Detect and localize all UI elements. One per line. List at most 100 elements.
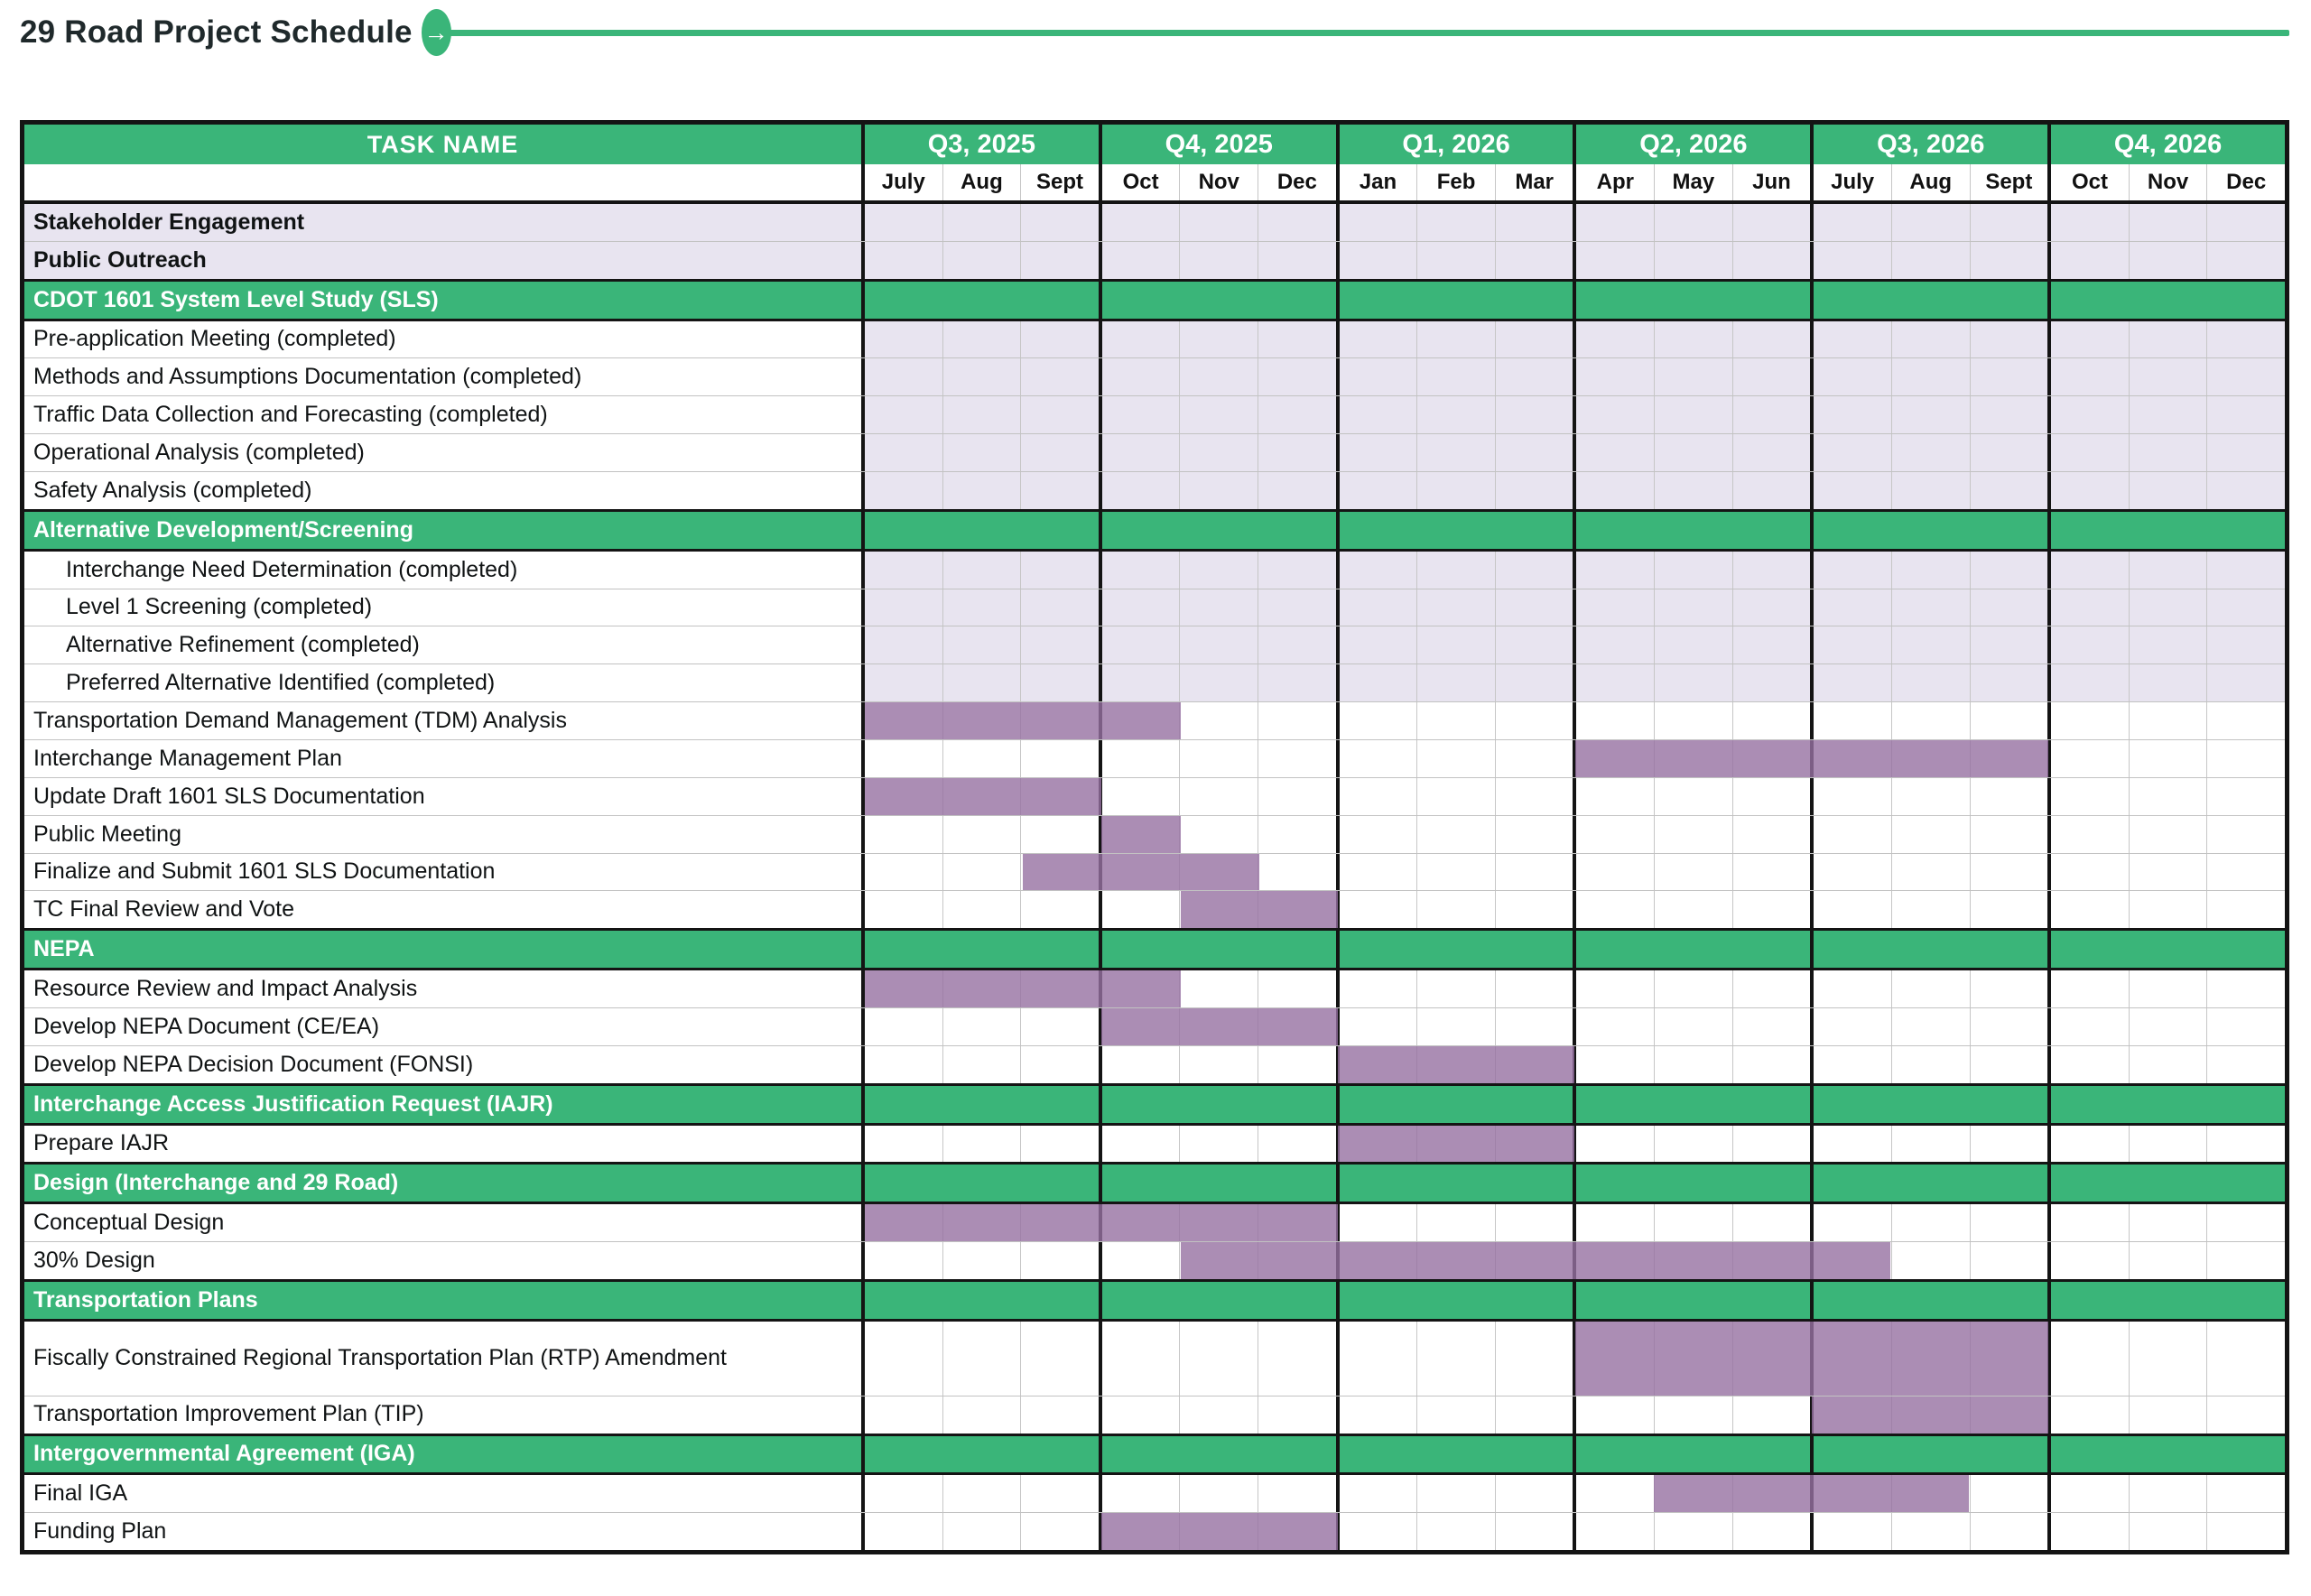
month-cell — [1732, 472, 1814, 509]
month-cell — [1102, 1396, 1181, 1434]
gantt-bar — [1574, 1321, 2048, 1396]
month-cell — [1576, 1008, 1656, 1045]
month-header: Feb — [1417, 164, 1496, 200]
month-cell — [1655, 241, 1733, 279]
timeline — [865, 589, 2285, 626]
month-cell — [1340, 815, 1418, 853]
month-cell — [1732, 626, 1814, 664]
month-cell — [1258, 1045, 1340, 1083]
month-cell — [1891, 358, 1971, 396]
month-cell — [1576, 396, 1656, 434]
month-cell — [1102, 777, 1181, 815]
month-cell — [1733, 702, 1814, 740]
month-header: Sept — [1971, 164, 2052, 200]
month-cell — [1814, 241, 1892, 279]
month-cell — [1258, 241, 1340, 279]
month-cell — [1417, 777, 1496, 815]
month-cell — [1101, 626, 1181, 664]
month-cell — [1576, 551, 1656, 589]
month-cell — [2130, 702, 2208, 740]
month-cell — [1576, 815, 1656, 853]
month-cell — [1655, 853, 1733, 891]
month-cell — [1021, 931, 1102, 969]
month-cell — [1970, 358, 2052, 396]
month-header: Oct — [2051, 164, 2130, 200]
month-cell — [1417, 853, 1496, 891]
section-label: CDOT 1601 System Level Study (SLS) — [24, 281, 865, 319]
month-cell — [2130, 1165, 2208, 1202]
month-cell — [1971, 815, 2052, 853]
month-cell — [1891, 241, 1971, 279]
timeline — [865, 281, 2285, 319]
month-cell — [1340, 970, 1418, 1008]
month-cell — [1971, 511, 2052, 549]
month-cell — [865, 1242, 943, 1280]
month-cell — [1102, 282, 1181, 319]
gantt-bar — [865, 970, 1181, 1008]
month-cell — [1417, 241, 1496, 279]
month-cell — [1814, 626, 1892, 664]
month-cell — [1655, 551, 1733, 589]
task-row: Prepare IAJR — [24, 1122, 2285, 1163]
month-cell — [1892, 777, 1971, 815]
month-cell — [1733, 815, 1814, 853]
month-cell — [943, 1475, 1022, 1513]
month-cell — [2207, 891, 2285, 928]
month-cell — [2207, 1396, 2285, 1434]
month-cell — [1732, 204, 1814, 241]
task-row: Conceptual Design — [24, 1202, 2285, 1242]
month-cell — [865, 1008, 943, 1045]
month-cell — [2051, 853, 2130, 891]
month-cell — [1339, 664, 1418, 702]
month-cell — [1258, 740, 1340, 777]
month-cell — [1971, 1475, 2052, 1513]
task-row: Pre-application Meeting (completed) — [24, 318, 2285, 358]
month-cell — [1892, 512, 1971, 549]
month-cell — [1495, 664, 1577, 702]
task-row: Resource Review and Impact Analysis — [24, 968, 2285, 1008]
task-label: Operational Analysis (completed) — [24, 434, 865, 472]
task-name-header-spacer — [24, 164, 865, 200]
section-label: Transportation Plans — [24, 1282, 865, 1319]
month-cell — [1655, 1204, 1733, 1242]
month-cell — [2051, 1321, 2130, 1396]
timeline — [865, 970, 2285, 1008]
month-cell — [1495, 589, 1577, 626]
timeline — [865, 511, 2285, 549]
month-cell — [1180, 472, 1259, 509]
month-cell — [1576, 241, 1656, 279]
month-cell — [865, 815, 943, 853]
task-row: Interchange Need Determination (complete… — [24, 548, 2285, 589]
month-cell — [1814, 472, 1892, 509]
month-cell — [1496, 853, 1577, 891]
month-cell — [1576, 931, 1655, 968]
task-row: Traffic Data Collection and Forecasting … — [24, 395, 2285, 434]
task-row: Operational Analysis (completed) — [24, 433, 2285, 472]
month-cell — [1814, 815, 1892, 853]
month-cell — [1021, 1282, 1102, 1319]
month-cell — [1496, 1513, 1577, 1551]
task-row: Methods and Assumptions Documentation (c… — [24, 357, 2285, 396]
month-cell — [1417, 472, 1496, 509]
month-cell — [943, 891, 1022, 929]
month-cell — [2129, 358, 2208, 396]
month-cell — [2130, 931, 2208, 968]
month-cell — [1814, 551, 1892, 589]
month-cell — [2051, 891, 2130, 929]
month-cell — [1891, 434, 1971, 472]
month-cell — [1655, 970, 1733, 1008]
quarter-header: Q1, 2026 — [1339, 125, 1577, 164]
month-cell — [1576, 204, 1656, 241]
month-cell — [1340, 740, 1418, 777]
month-cell — [1021, 434, 1102, 472]
month-cell — [1340, 282, 1418, 319]
gantt-bar — [1101, 815, 1181, 853]
month-cell — [1180, 1475, 1259, 1513]
timeline — [865, 1204, 2285, 1242]
month-cell — [1576, 1086, 1655, 1123]
month-cell — [1892, 1045, 1971, 1083]
month-cell — [1495, 551, 1577, 589]
month-cell — [1892, 891, 1971, 929]
month-cell — [1655, 1282, 1733, 1319]
timeline — [865, 702, 2285, 740]
